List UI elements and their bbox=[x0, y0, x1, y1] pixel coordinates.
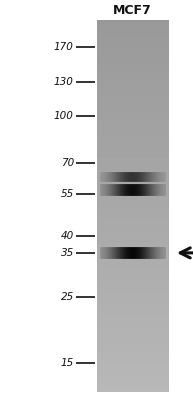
Text: 100: 100 bbox=[54, 112, 74, 122]
Text: MCF7: MCF7 bbox=[113, 4, 152, 17]
Text: 35: 35 bbox=[61, 248, 74, 258]
Text: 40: 40 bbox=[61, 230, 74, 240]
Text: 25: 25 bbox=[61, 292, 74, 302]
Text: 15: 15 bbox=[61, 358, 74, 368]
Text: 130: 130 bbox=[54, 77, 74, 87]
Text: 70: 70 bbox=[61, 158, 74, 168]
Text: 170: 170 bbox=[54, 42, 74, 52]
Text: 55: 55 bbox=[61, 189, 74, 199]
